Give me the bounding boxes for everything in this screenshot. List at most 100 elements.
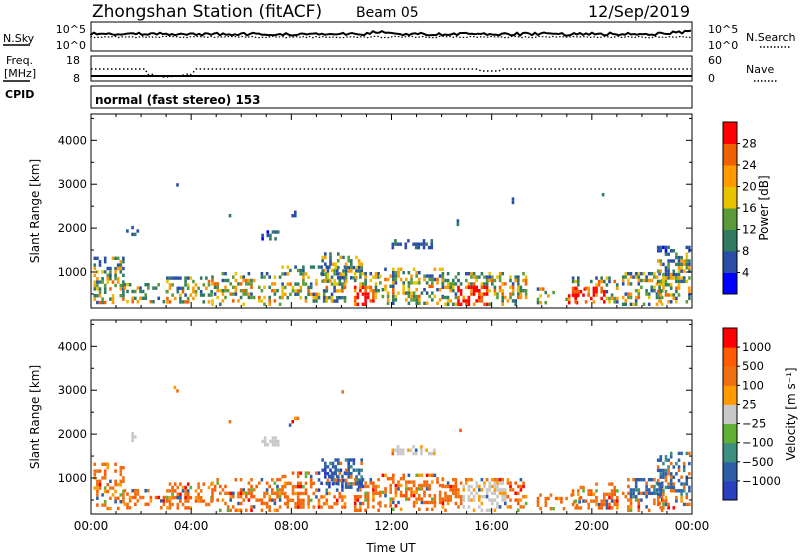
echo-cell xyxy=(184,499,187,503)
echo-cell xyxy=(281,485,284,489)
echo-cell xyxy=(372,491,375,495)
echo-cell xyxy=(571,489,575,493)
echo-cell xyxy=(329,259,332,263)
beam-label: Beam 05 xyxy=(356,5,419,21)
echo-cell xyxy=(407,271,411,275)
echo-cell xyxy=(446,285,450,289)
echo-cell xyxy=(211,275,214,279)
echo-cell xyxy=(381,490,385,494)
echo-cell xyxy=(405,277,408,282)
echo-cell xyxy=(509,292,512,296)
x-axis-label: Time UT xyxy=(365,541,416,554)
echo-cell xyxy=(629,488,633,492)
echo-cell xyxy=(511,197,515,201)
echo-cell xyxy=(364,299,367,303)
echo-cell xyxy=(288,423,292,427)
echo-cell xyxy=(98,290,102,294)
echo-cell xyxy=(93,273,97,277)
echo-cell xyxy=(271,289,274,293)
echo-cell xyxy=(268,498,271,502)
echo-cell xyxy=(672,272,676,277)
echo-cell xyxy=(369,478,373,482)
echo-cell xyxy=(171,485,174,490)
echo-cell xyxy=(372,498,375,502)
echo-cell xyxy=(344,272,348,277)
echo-cell xyxy=(276,491,279,495)
echo-cell xyxy=(577,492,580,496)
echo-cell xyxy=(384,284,387,288)
echo-cell xyxy=(93,472,97,477)
echo-cell xyxy=(685,478,689,483)
echo-cell xyxy=(136,489,140,493)
echo-cell xyxy=(405,487,408,491)
echo-cell xyxy=(361,292,365,296)
echo-cell xyxy=(299,268,303,273)
echo-cell xyxy=(680,269,683,273)
echo-cell xyxy=(407,473,411,477)
echo-cell xyxy=(333,268,336,273)
echo-cell xyxy=(491,498,494,502)
echo-cell xyxy=(239,478,243,482)
echo-cell xyxy=(574,499,577,503)
echo-cell xyxy=(669,272,673,277)
echo-cell xyxy=(160,506,163,510)
echo-cell xyxy=(326,478,330,483)
echo-cell xyxy=(263,436,267,440)
echo-cell xyxy=(219,289,222,293)
echo-cell xyxy=(325,296,329,300)
echo-cell xyxy=(258,285,261,289)
echo-cell xyxy=(610,492,614,496)
echo-cell xyxy=(228,420,232,424)
echo-cell xyxy=(381,294,385,299)
echo-cell xyxy=(123,283,127,287)
echo-cell xyxy=(397,271,400,275)
echo-cell xyxy=(302,279,305,283)
echo-cell xyxy=(587,502,590,507)
echo-cell xyxy=(302,275,305,279)
echo-cell xyxy=(168,502,172,507)
echo-cell xyxy=(339,461,343,466)
echo-cell xyxy=(571,502,575,507)
echo-cell xyxy=(590,499,593,503)
echo-cell xyxy=(386,301,390,305)
echo-cell xyxy=(109,486,112,490)
echo-cell xyxy=(491,478,494,482)
echo-cell xyxy=(677,266,681,270)
echo-cell xyxy=(672,485,676,490)
echo-cell xyxy=(462,488,465,492)
echo-cell xyxy=(372,484,375,489)
echo-cell xyxy=(337,482,340,486)
echo-cell xyxy=(328,265,331,269)
echo-cell xyxy=(335,502,339,506)
echo-cell xyxy=(281,488,284,492)
echo-cell xyxy=(216,282,219,286)
echo-cell xyxy=(659,262,663,267)
echo-cell xyxy=(420,487,424,491)
echo-cell xyxy=(669,276,673,280)
echo-cell xyxy=(134,502,137,506)
echo-cell xyxy=(475,481,478,485)
echo-cell xyxy=(245,508,248,512)
echo-cell xyxy=(539,287,542,291)
echo-cell xyxy=(324,279,327,283)
echo-cell xyxy=(547,496,550,501)
echo-cell xyxy=(103,290,107,294)
echo-cell xyxy=(669,259,673,263)
echo-cell xyxy=(271,443,275,447)
echo-cell xyxy=(656,499,660,503)
echo-cell xyxy=(656,249,660,253)
echo-cell xyxy=(472,282,476,286)
echo-cell xyxy=(480,478,484,482)
echo-cell xyxy=(590,296,593,301)
echo-cell xyxy=(504,501,507,506)
echo-cell xyxy=(119,500,123,504)
echo-cell xyxy=(459,289,463,293)
echo-cell xyxy=(237,299,240,303)
echo-cell xyxy=(194,496,198,500)
echo-cell xyxy=(98,287,102,291)
echo-cell xyxy=(522,272,525,276)
echo-cell xyxy=(114,270,117,274)
echo-cell xyxy=(263,491,266,495)
echo-cell xyxy=(459,501,463,506)
echo-cell xyxy=(423,500,426,505)
